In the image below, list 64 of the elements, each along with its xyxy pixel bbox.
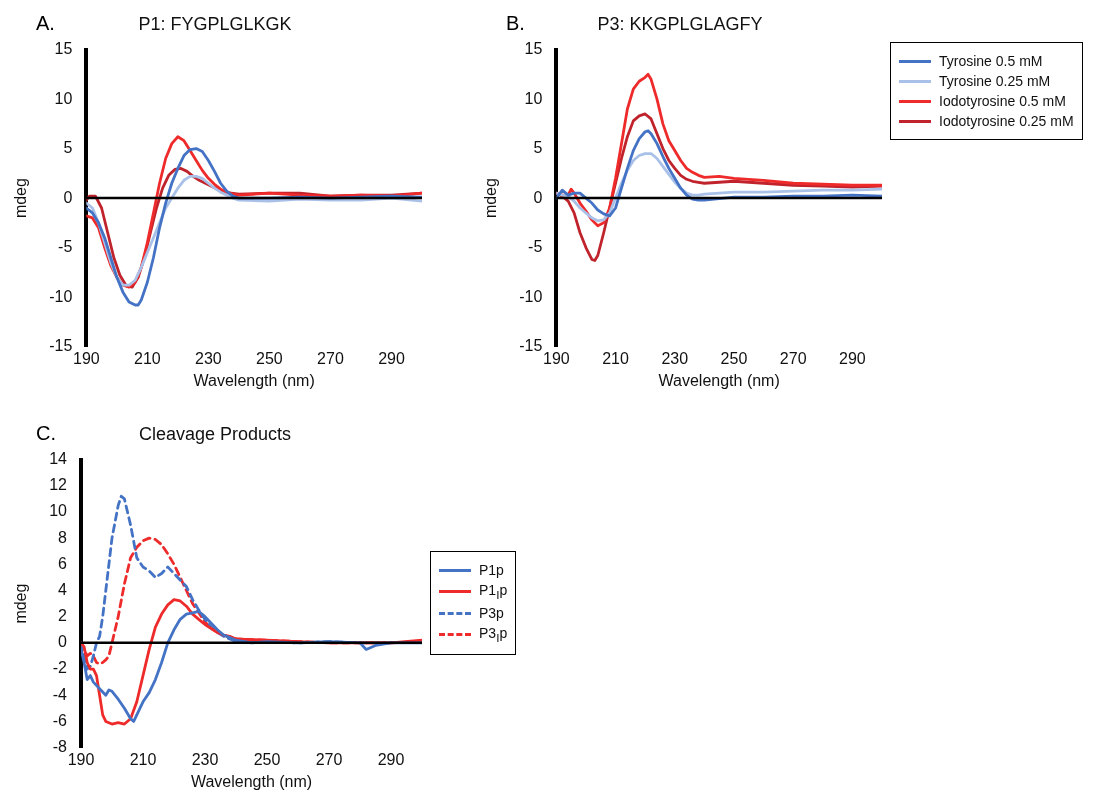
x-tick-label: 250 xyxy=(720,349,748,367)
y-tick-label: 10 xyxy=(54,89,73,107)
y-tick-label: 2 xyxy=(58,607,68,625)
x-tick-label: 250 xyxy=(253,750,281,768)
y-tick-label: -4 xyxy=(52,685,68,703)
text: A. xyxy=(36,12,55,35)
x-tick-label: 210 xyxy=(602,349,629,367)
x-tick-label: 190 xyxy=(67,750,95,768)
y-tick-label: 10 xyxy=(524,89,543,107)
y-axis-title: mdeg xyxy=(12,583,30,624)
x-axis-title: Wavelength (nm) xyxy=(658,371,780,389)
x-tick-label: 270 xyxy=(315,750,343,768)
y-tick-label: 12 xyxy=(49,476,68,494)
chart-title: Cleavage Products xyxy=(138,423,292,444)
legend-label: P1$_{I}$p xyxy=(479,582,508,601)
legend-label: P3p xyxy=(479,605,504,621)
y-tick-label: 0 xyxy=(58,633,68,651)
y-tick-label: -5 xyxy=(528,238,543,256)
y-tick-label: -8 xyxy=(52,738,68,756)
x-tick-label: 270 xyxy=(317,349,344,367)
y-tick-label: -10 xyxy=(519,287,543,305)
x-tick-label: 250 xyxy=(256,349,283,367)
x-axis-title: Wavelength (nm) xyxy=(193,371,315,389)
chart-title: P3: KKGPLGLAGFY xyxy=(597,13,763,34)
legend-label: Iodotyrosine 0.25 mM xyxy=(939,113,1074,129)
y-tick-label: 0 xyxy=(63,188,73,206)
y-tick-label: 15 xyxy=(54,40,73,58)
y-tick-label: -6 xyxy=(52,711,68,729)
y-tick-label: 4 xyxy=(58,580,68,598)
y-tick-label: 5 xyxy=(63,139,73,157)
text: C. xyxy=(36,422,56,445)
x-tick-label: 290 xyxy=(839,349,866,367)
y-tick-label: 10 xyxy=(49,502,68,520)
x-tick-label: 290 xyxy=(378,349,405,367)
x-tick-label: 230 xyxy=(195,349,222,367)
y-tick-label: -10 xyxy=(49,287,73,305)
y-tick-label: -15 xyxy=(49,337,73,355)
x-tick-label: 210 xyxy=(129,750,157,768)
legend-label: P1p xyxy=(479,562,504,579)
y-tick-label: 14 xyxy=(49,450,68,468)
y-tick-label: -5 xyxy=(58,238,73,256)
x-tick-label: 290 xyxy=(377,750,405,768)
x-tick-label: 230 xyxy=(191,750,219,768)
x-axis-title: Wavelength (nm) xyxy=(190,772,313,790)
x-tick-label: 230 xyxy=(661,349,689,367)
chart-title: P1: FYGPLGLKGK xyxy=(138,13,292,34)
y-tick-label: 6 xyxy=(58,554,68,572)
legend-label: P3$_{I}$p xyxy=(479,625,508,644)
text: B. xyxy=(506,12,525,35)
x-tick-label: 270 xyxy=(779,349,807,367)
y-tick-label: 8 xyxy=(58,528,68,546)
x-tick-label: 190 xyxy=(542,349,570,367)
legend-label: Tyrosine 0.25 mM xyxy=(939,73,1051,89)
y-tick-label: 0 xyxy=(533,188,543,206)
legend-label: Tyrosine 0.5 mM xyxy=(939,53,1043,69)
y-tick-label: 15 xyxy=(524,40,543,58)
legend-label: Iodotyrosine 0.5 mM xyxy=(939,93,1066,109)
x-tick-label: 210 xyxy=(134,349,161,367)
y-axis-title: mdeg xyxy=(482,178,500,219)
y-tick-label: 5 xyxy=(533,139,543,157)
y-tick-label: -15 xyxy=(519,337,543,355)
y-tick-label: -2 xyxy=(52,659,68,677)
y-axis-title: mdeg xyxy=(12,178,30,219)
x-tick-label: 190 xyxy=(72,349,100,367)
